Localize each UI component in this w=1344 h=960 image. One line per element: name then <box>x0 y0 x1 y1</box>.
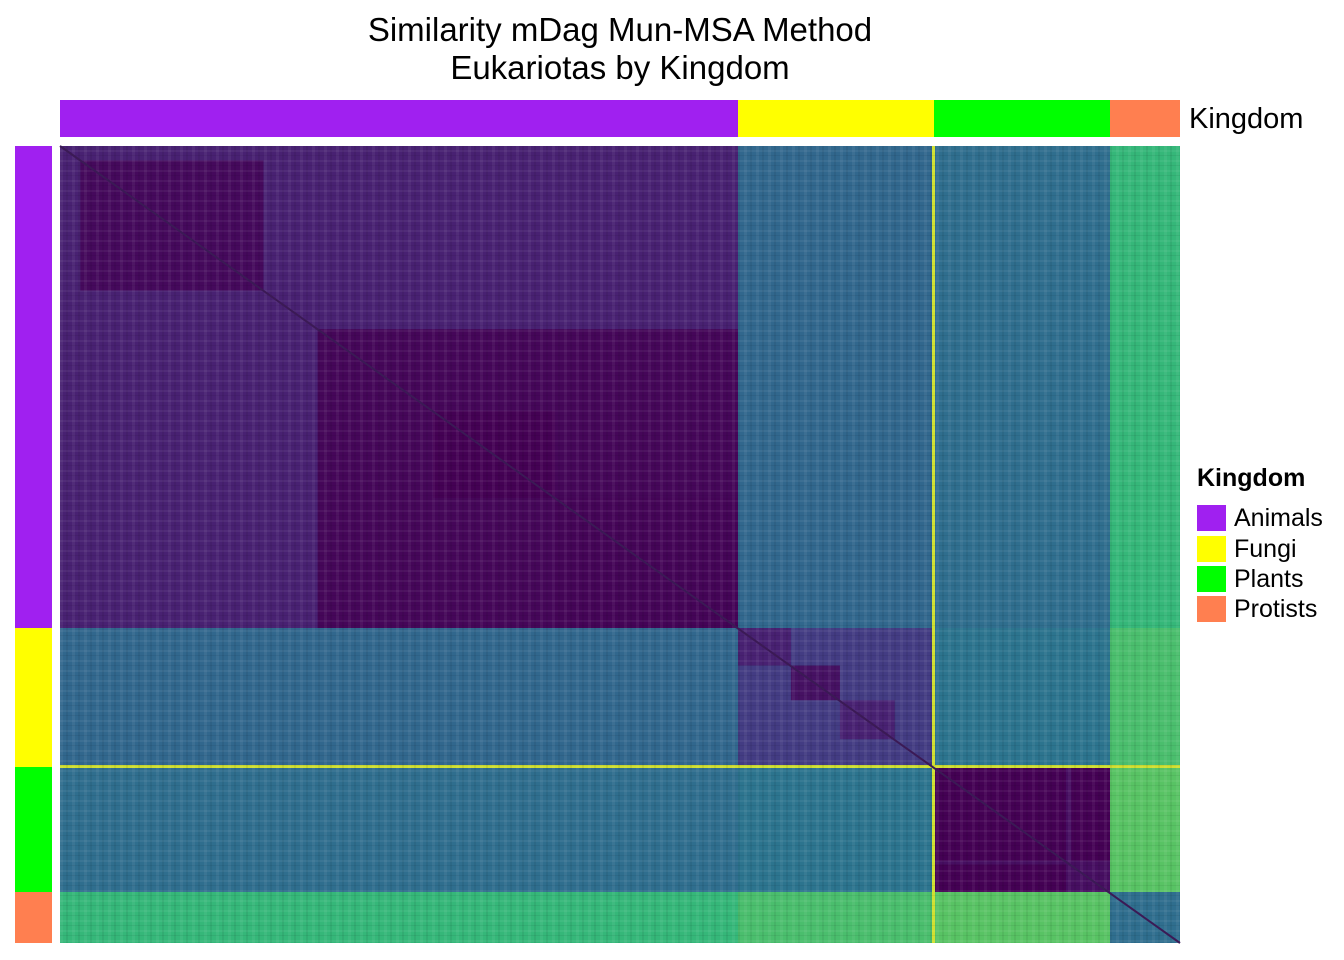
legend-label-fungi: Fungi <box>1234 534 1297 564</box>
left-annotation-protists <box>15 892 52 943</box>
legend-swatch-fungi <box>1197 536 1226 562</box>
left-annotation-animals <box>15 146 52 628</box>
legend-title: Kingdom <box>1197 464 1305 493</box>
annotation-label: Kingdom <box>1189 103 1303 136</box>
left-annotation-plants <box>15 767 52 892</box>
top-annotation-plants <box>934 100 1110 137</box>
chart-title: Similarity mDag Mun-MSA Method <box>60 11 1180 49</box>
legend-label-animals: Animals <box>1234 503 1323 533</box>
left-annotation-bar <box>15 146 52 943</box>
top-annotation-protists <box>1110 100 1180 137</box>
legend-swatch-plants <box>1197 566 1226 592</box>
legend-label-plants: Plants <box>1234 564 1303 594</box>
top-annotation-bar <box>60 100 1180 137</box>
legend-swatch-animals <box>1197 505 1226 531</box>
chart-subtitle: Eukariotas by Kingdom <box>60 49 1180 87</box>
legend-label-protists: Protists <box>1234 594 1317 624</box>
legend-swatch-protists <box>1197 596 1226 622</box>
top-annotation-fungi <box>738 100 934 137</box>
top-annotation-animals <box>60 100 738 137</box>
left-annotation-fungi <box>15 628 52 767</box>
